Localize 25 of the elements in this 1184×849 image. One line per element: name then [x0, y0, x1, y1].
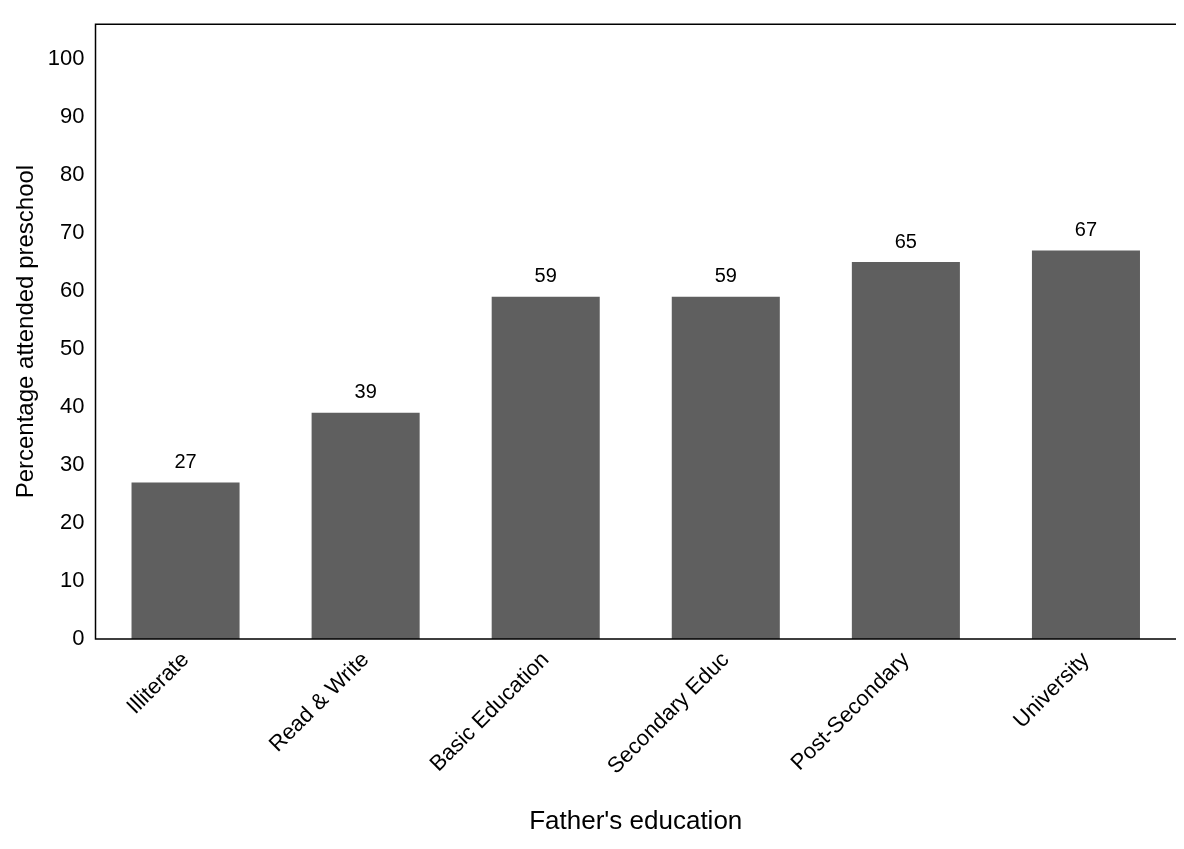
y-tick-label: 70	[60, 219, 85, 245]
data-label: 39	[354, 380, 377, 403]
data-label: 27	[174, 449, 197, 472]
y-tick-label: 90	[60, 103, 85, 129]
y-tick-label: 100	[47, 45, 85, 71]
data-label: 65	[894, 229, 917, 252]
bar	[851, 261, 960, 639]
y-tick-label: 60	[60, 277, 85, 303]
data-label: 67	[1074, 217, 1098, 240]
data-label: 59	[714, 264, 737, 287]
bar	[131, 482, 240, 639]
bar	[491, 296, 600, 639]
y-tick-label: 80	[60, 161, 85, 187]
data-label: 59	[534, 264, 557, 287]
y-tick-label: 20	[60, 509, 85, 535]
bar	[311, 412, 420, 639]
y-tick-label: 50	[60, 335, 85, 361]
y-axis-title: Percentage attended preschool	[11, 164, 39, 499]
y-tick-label: 30	[60, 451, 85, 477]
y-tick-label: 0	[72, 625, 85, 651]
bar	[671, 296, 780, 639]
bar	[1031, 250, 1140, 639]
y-tick-label: 40	[60, 393, 85, 419]
x-axis-title: Father's education	[529, 804, 743, 835]
y-tick-label: 10	[60, 567, 85, 593]
